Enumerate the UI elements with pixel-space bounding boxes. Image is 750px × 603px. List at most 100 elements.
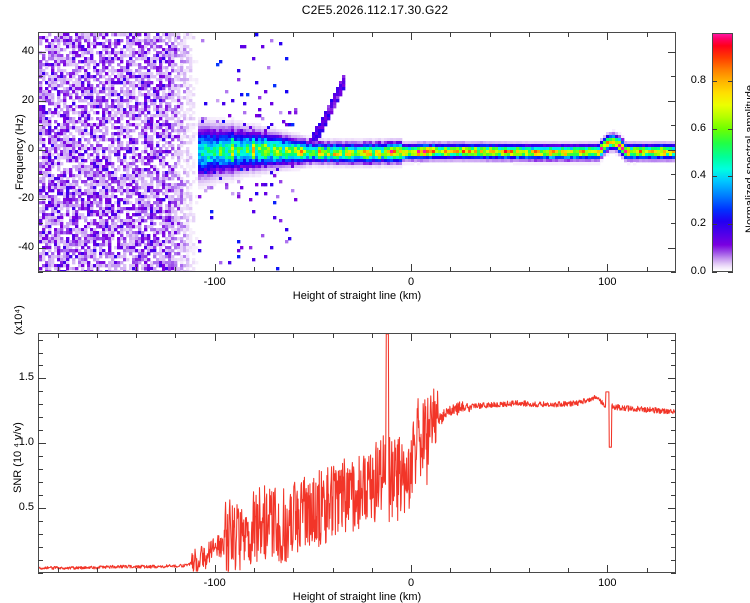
colorbar-tick: [712, 272, 717, 273]
xtick: [528, 568, 530, 573]
xtick: [411, 565, 412, 573]
ytick: [671, 547, 676, 549]
xtick: [253, 267, 255, 272]
xtick: [528, 267, 530, 272]
colorbar-tick: [728, 224, 733, 226]
ytick: [671, 352, 676, 354]
xtick: [332, 568, 334, 573]
xtick: [253, 333, 255, 338]
colorbar-tick-label: 0.6: [690, 121, 706, 134]
ytick: [671, 521, 676, 523]
xtick: [371, 333, 373, 338]
ytick: [671, 469, 676, 471]
snr-ytick-label: 1.5: [18, 371, 34, 384]
colorbar-tick: [728, 176, 733, 178]
snr-xtick-label: 100: [598, 577, 617, 589]
xtick: [450, 267, 452, 272]
xtick: [489, 32, 491, 37]
xtick: [528, 32, 530, 37]
colorbar-title: Normalized spectral amplitude: [744, 84, 750, 233]
xtick: [646, 568, 648, 573]
ytick: [671, 272, 676, 273]
spectrogram-ytick-label: 20: [21, 93, 34, 106]
spectrogram-ytick-label: -40: [18, 240, 34, 253]
snr-ytick-label: 1.0: [18, 436, 34, 449]
spectrogram-ytick-label: 0: [27, 142, 34, 155]
ytick: [668, 508, 676, 510]
colorbar-tick: [712, 176, 717, 178]
xtick: [136, 333, 138, 338]
ytick: [671, 223, 676, 224]
xtick: [371, 267, 373, 272]
xtick: [607, 565, 609, 573]
ytick: [671, 76, 676, 78]
ytick: [38, 508, 46, 510]
xtick: [568, 333, 569, 338]
ytick: [671, 365, 676, 367]
snr-xtick-label: -100: [203, 577, 226, 589]
ytick: [671, 482, 676, 484]
ytick: [671, 125, 676, 127]
xtick: [646, 32, 648, 37]
spectrogram-xtick-label: 100: [598, 276, 617, 288]
ytick: [668, 247, 676, 249]
xtick: [371, 32, 373, 37]
colorbar: [712, 33, 733, 272]
xtick: [332, 333, 334, 338]
ytick: [671, 560, 676, 561]
ytick: [38, 404, 43, 406]
ytick: [38, 352, 43, 354]
xtick: [214, 565, 216, 573]
xtick: [646, 333, 648, 338]
ytick: [38, 198, 46, 200]
spectrogram-canvas: [39, 33, 675, 271]
xtick: [214, 32, 216, 40]
ytick: [38, 51, 46, 53]
xtick: [411, 264, 412, 272]
ytick: [671, 495, 676, 497]
xtick: [214, 333, 216, 341]
xtick: [57, 568, 59, 573]
colorbar-tick-label: 0.2: [690, 217, 706, 230]
colorbar-tick: [728, 128, 733, 130]
xtick: [489, 267, 491, 272]
xtick: [293, 32, 295, 37]
ytick: [38, 482, 43, 484]
ytick: [38, 223, 43, 224]
xtick: [489, 333, 491, 338]
spectrogram-xtick-label: -100: [203, 276, 226, 288]
xtick: [253, 32, 255, 37]
xtick: [411, 32, 412, 40]
ytick: [671, 456, 676, 458]
figure-title: C2E5.2026.112.17.30.G22: [301, 3, 449, 17]
ytick: [668, 149, 676, 151]
xtick: [96, 568, 98, 573]
xtick: [450, 568, 452, 573]
ytick: [38, 76, 43, 78]
ytick: [38, 573, 43, 574]
ytick: [38, 469, 43, 471]
ytick: [38, 443, 46, 445]
ytick: [38, 149, 46, 151]
ytick: [38, 100, 46, 102]
ytick: [38, 560, 43, 561]
xtick: [568, 568, 569, 573]
xtick: [136, 32, 138, 37]
colorbar-tick: [712, 128, 717, 130]
ytick: [668, 378, 676, 380]
xtick: [646, 267, 648, 272]
xtick: [175, 568, 177, 573]
ytick: [38, 339, 43, 341]
ytick: [671, 404, 676, 406]
ytick: [38, 495, 43, 497]
xtick: [293, 333, 295, 338]
xtick: [253, 568, 255, 573]
spectrogram-ytick-label: 40: [21, 44, 34, 57]
colorbar-tick: [728, 272, 733, 273]
ytick: [38, 125, 43, 127]
snr-trace: [39, 334, 675, 572]
ytick: [671, 430, 676, 432]
ytick: [38, 430, 43, 432]
xtick: [528, 333, 530, 338]
